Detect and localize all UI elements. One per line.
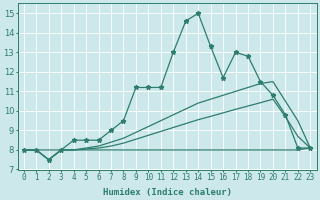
X-axis label: Humidex (Indice chaleur): Humidex (Indice chaleur) <box>102 188 232 197</box>
